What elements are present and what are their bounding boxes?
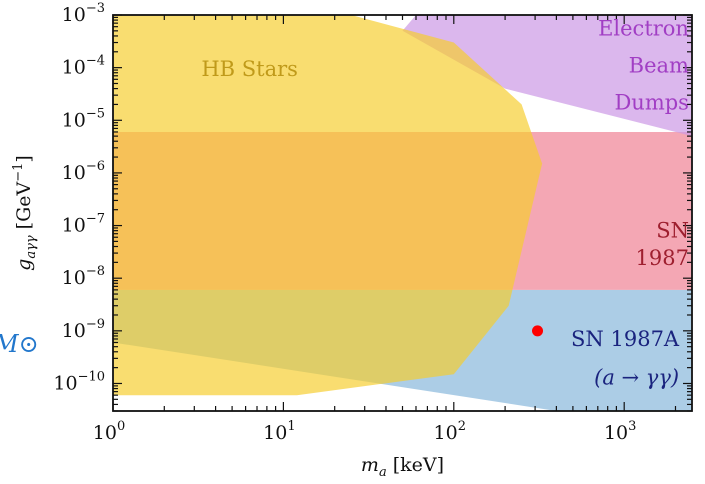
annotations-layer: Electron Beam Dumps HB Stars SN 1987 SN 1987A (… bbox=[0, 17, 689, 390]
labels-layer: 100 101 102 103 10−10 10−9 10−8 10−7 10−6 10−5 10−… bbox=[11, 1, 636, 480]
y-tick-label: 10−9 bbox=[62, 317, 105, 342]
y-tick-label: 10−6 bbox=[62, 159, 105, 184]
region-hb-stars bbox=[113, 15, 543, 396]
y-tick-label: 10−5 bbox=[62, 106, 105, 131]
regions-layer bbox=[113, 15, 692, 411]
ticks-layer bbox=[112, 14, 692, 412]
annotation-electron-beam-dumps-line-3: Dumps bbox=[614, 90, 689, 114]
annotation-hb-stars-line-1: HB Stars bbox=[201, 57, 298, 81]
annotation-electron-beam-dumps-line-2: Beam bbox=[629, 53, 689, 77]
y-tick-label: 10−8 bbox=[62, 264, 105, 289]
annotation-electron-beam-dumps-line-1: Electron bbox=[598, 17, 689, 41]
region-electron-beam-dumps bbox=[402, 15, 692, 137]
y-tick-label: 10−7 bbox=[62, 212, 105, 237]
annotation-sn-1987-line-2: 1987 bbox=[636, 246, 689, 270]
edge-fragment-text: M⊙ bbox=[0, 330, 39, 358]
x-tick-label: 100 bbox=[93, 419, 125, 444]
annotation-sn-1987a-a-line-1: SN 1987A bbox=[571, 327, 680, 351]
y-tick-label: 10−10 bbox=[53, 369, 105, 394]
annotation-sn-1987-line-1: SN bbox=[656, 219, 689, 243]
annotation-sn-1987a-a-line-2: (a → γγ) bbox=[594, 365, 679, 389]
x-tick-label: 103 bbox=[604, 419, 636, 444]
x-tick-label: 101 bbox=[263, 419, 295, 444]
y-tick-label: 10−3 bbox=[62, 1, 105, 26]
y-axis-label: gaγγ [GeV−1] bbox=[11, 155, 39, 271]
y-tick-label: 10−4 bbox=[62, 54, 105, 79]
x-tick-label: 102 bbox=[434, 419, 466, 444]
x-axis-label: ma [keV] bbox=[361, 454, 444, 479]
sn1987a-point-marker bbox=[532, 325, 544, 337]
